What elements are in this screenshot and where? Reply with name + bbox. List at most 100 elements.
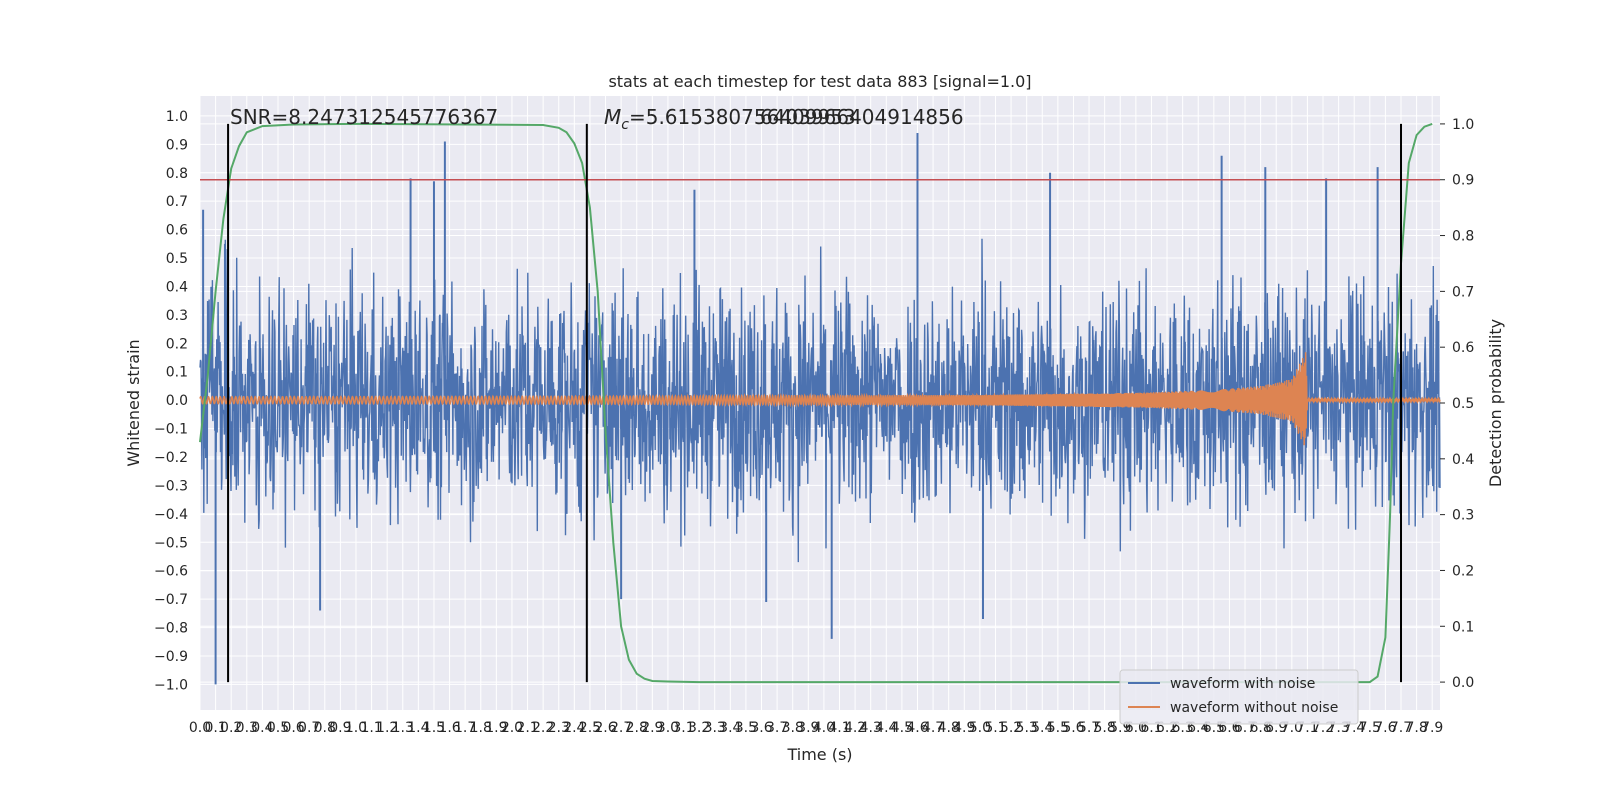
x-tick-label: 2.8 — [626, 720, 648, 736]
x-tick-label: 7.7 — [1390, 720, 1412, 736]
y-tick-label: 0.2 — [166, 336, 188, 352]
x-tick-label: 4.3 — [860, 720, 882, 736]
x-tick-label: 4.4 — [875, 720, 897, 736]
x-tick-label: 5.3 — [1016, 720, 1038, 736]
x-tick-label: 0.4 — [251, 720, 273, 736]
x-tick-label: 1.5 — [423, 720, 445, 736]
clean-line — [199, 352, 1441, 446]
x-tick-label: 2.3 — [548, 720, 570, 736]
y-tick-label: −0.6 — [154, 564, 188, 580]
ticks: 0.00.10.20.30.40.50.60.70.80.91.01.11.21… — [154, 109, 1474, 736]
x-tick-label: 1.7 — [454, 720, 476, 736]
x-tick-label: 1.4 — [407, 720, 429, 736]
snr-annotation: SNR=8.247312545776367 — [230, 105, 498, 129]
x-tick-label: 2.2 — [532, 720, 554, 736]
probability-line — [199, 122, 1433, 684]
x-tick-label: 0.1 — [204, 720, 226, 736]
y2-tick-label: 0.5 — [1452, 396, 1474, 412]
x-tick-label: 2.4 — [563, 720, 585, 736]
overlapping-annotation: 6403966404914856 — [760, 105, 964, 129]
x-tick-label: 2.5 — [579, 720, 601, 736]
x-tick-label: 1.9 — [485, 720, 507, 736]
x-tick-label: 3.4 — [719, 720, 741, 736]
chirp-mass-symbol: M — [604, 105, 621, 129]
x-tick-label: 1.6 — [438, 720, 460, 736]
y2-tick-label: 0.4 — [1452, 452, 1474, 468]
legend-label-clean: waveform without noise — [1170, 700, 1338, 716]
legend-box — [1119, 669, 1359, 725]
y2-tick-label: 0.7 — [1452, 284, 1474, 300]
y-tick-label: 0.0 — [166, 393, 188, 409]
y-tick-label: −0.3 — [154, 478, 188, 494]
x-tick-label: 5.5 — [1047, 720, 1069, 736]
x-tick-label: 7.8 — [1405, 720, 1427, 736]
x-tick-label: 3.0 — [657, 720, 679, 736]
x-tick-label: 4.5 — [891, 720, 913, 736]
reference-lines — [200, 123, 1440, 683]
y-tick-label: 0.4 — [166, 279, 188, 295]
x-tick-label: 4.2 — [844, 720, 866, 736]
y2-tick-label: 0.9 — [1452, 173, 1474, 189]
x-tick-label: 0.3 — [236, 720, 258, 736]
x-tick-label: 3.7 — [766, 720, 788, 736]
y-tick-label: 1.0 — [166, 109, 188, 125]
x-tick-label: 0.5 — [267, 720, 289, 736]
legend: waveform with noise waveform without noi… — [1119, 669, 1359, 725]
y-tick-label: 0.9 — [166, 137, 188, 153]
x-tick-label: 0.2 — [220, 720, 242, 736]
x-tick-label: 2.7 — [610, 720, 632, 736]
x-tick-label: 1.2 — [376, 720, 398, 736]
y-tick-label: −0.7 — [154, 592, 188, 608]
x-tick-label: 7.6 — [1374, 720, 1396, 736]
x-tick-label: 1.0 — [345, 720, 367, 736]
x-axis-label: Time (s) — [786, 745, 852, 764]
x-tick-label: 5.4 — [1031, 720, 1053, 736]
y-tick-label: −0.1 — [154, 422, 188, 438]
y2-axis-label: Detection probability — [1486, 319, 1505, 487]
y2-tick-label: 0.6 — [1452, 340, 1474, 356]
x-tick-label: 3.2 — [688, 720, 710, 736]
y-tick-label: −1.0 — [154, 677, 188, 693]
y-tick-label: −0.4 — [154, 507, 188, 523]
x-tick-label: 4.1 — [828, 720, 850, 736]
x-tick-label: 3.8 — [782, 720, 804, 736]
x-tick-label: 4.7 — [922, 720, 944, 736]
y2-tick-label: 0.1 — [1452, 619, 1474, 635]
x-tick-label: 5.7 — [1078, 720, 1100, 736]
y-tick-label: 0.1 — [166, 365, 188, 381]
x-tick-label: 0.9 — [329, 720, 351, 736]
y2-tick-label: 0.3 — [1452, 508, 1474, 524]
x-tick-label: 4.8 — [938, 720, 960, 736]
x-tick-label: 0.7 — [298, 720, 320, 736]
x-tick-label: 1.1 — [360, 720, 382, 736]
x-tick-label: 1.8 — [470, 720, 492, 736]
x-tick-label: 2.1 — [516, 720, 538, 736]
y2-tick-label: 0.0 — [1452, 675, 1474, 691]
y2-tick-label: 0.2 — [1452, 563, 1474, 579]
x-tick-label: 1.3 — [392, 720, 414, 736]
x-tick-label: 3.1 — [672, 720, 694, 736]
probability-series — [199, 122, 1433, 684]
x-tick-label: 0.8 — [314, 720, 336, 736]
chirp-mass-annotation: Mc=5.615380756409953 — [604, 105, 856, 133]
y-tick-label: −0.2 — [154, 450, 188, 466]
x-tick-label: 3.5 — [735, 720, 757, 736]
chirp-mass-value: =5.615380756409953 — [629, 105, 856, 129]
y-tick-label: −0.9 — [154, 649, 188, 665]
x-tick-label: 4.6 — [906, 720, 928, 736]
x-tick-label: 0.0 — [189, 720, 211, 736]
x-tick-label: 4.0 — [813, 720, 835, 736]
chart-title: stats at each timestep for test data 883… — [608, 72, 1031, 91]
x-tick-label: 3.3 — [704, 720, 726, 736]
y-tick-label: 0.7 — [166, 194, 188, 210]
y-tick-label: −0.8 — [154, 621, 188, 637]
y-tick-label: 0.6 — [166, 223, 188, 239]
x-tick-label: 7.9 — [1421, 720, 1443, 736]
x-tick-label: 2.9 — [641, 720, 663, 736]
x-tick-label: 5.0 — [969, 720, 991, 736]
x-tick-label: 5.1 — [984, 720, 1006, 736]
x-tick-label: 7.5 — [1359, 720, 1381, 736]
noise-line — [199, 238, 1441, 563]
y-tick-label: 0.3 — [166, 308, 188, 324]
clean-series — [199, 352, 1441, 446]
